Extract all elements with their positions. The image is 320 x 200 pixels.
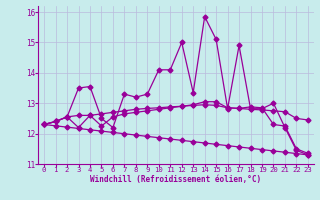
X-axis label: Windchill (Refroidissement éolien,°C): Windchill (Refroidissement éolien,°C) [91, 175, 261, 184]
